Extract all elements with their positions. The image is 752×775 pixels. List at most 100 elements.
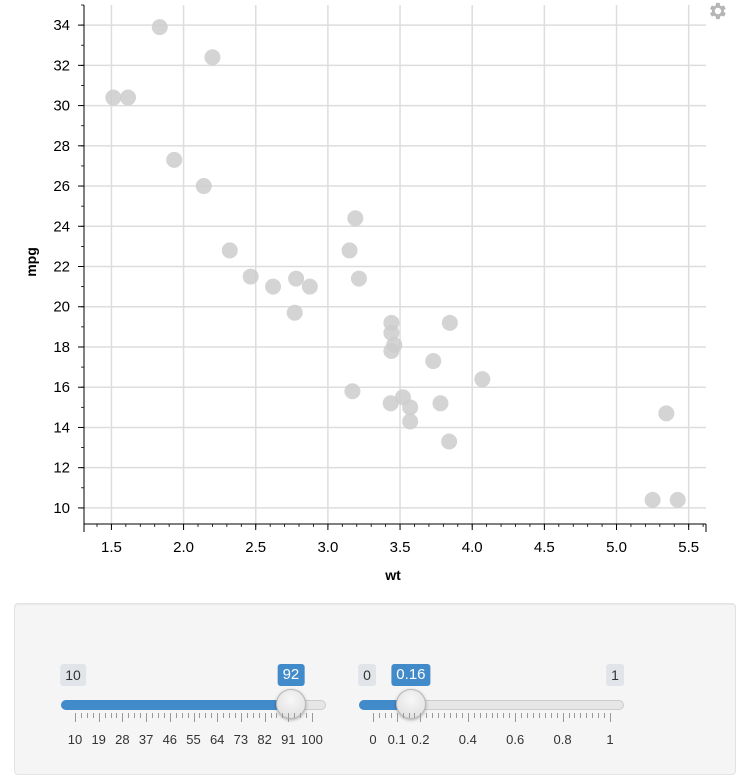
y-tick-label: 10 — [53, 500, 70, 517]
slider-major-tick — [467, 713, 469, 722]
y-tick-label: 22 — [53, 259, 70, 276]
x-tick-label: 1.5 — [101, 539, 122, 556]
y-tick-label: 30 — [53, 98, 70, 115]
slider-tick-label: 0 — [369, 732, 377, 747]
x-tick-label: 4.5 — [534, 539, 555, 556]
x-tick-label: 3.5 — [390, 539, 411, 556]
slider-minor-tick — [461, 713, 463, 718]
slider-minor-tick — [538, 713, 540, 718]
slider-minor-tick — [110, 713, 112, 718]
slider-minor-tick — [187, 713, 189, 718]
slider-tick-label: 10 — [67, 732, 83, 747]
y-tick-label: 14 — [53, 419, 70, 436]
slider-fill — [61, 700, 291, 710]
x-tick-label: 2.5 — [245, 539, 266, 556]
slider-minor-tick — [509, 713, 511, 718]
slider-minor-tick — [450, 713, 452, 718]
scatter-chart: 1.5 2.0 2.5 3.0 3.5 4.0 4.5 5.0 5.5 10 12 14 16 18 20 2… — [23, 4, 707, 583]
slider-handle[interactable] — [275, 689, 306, 719]
slider-major-tick — [193, 713, 195, 722]
y-tick-label: 32 — [53, 57, 70, 74]
data-point — [425, 353, 442, 370]
slider-handle[interactable] — [395, 689, 426, 719]
x-axis-label: wt — [384, 567, 401, 583]
slider-minor-tick — [86, 713, 88, 718]
slider-major-tick — [98, 713, 100, 722]
data-point — [350, 270, 367, 287]
slider-major-tick — [610, 713, 611, 722]
slider-max-label: 1 — [606, 664, 624, 686]
slider-minor-tick — [408, 713, 410, 718]
slider-value-label: 0.16 — [391, 664, 431, 686]
slider-minor-tick — [134, 713, 136, 718]
slider-minor-tick — [175, 713, 177, 718]
data-point — [383, 314, 400, 331]
slider-minor-tick — [592, 713, 594, 718]
data-point — [402, 399, 419, 416]
slider-minor-tick — [128, 713, 130, 718]
slider-minor-tick — [485, 713, 487, 718]
slider-major-tick — [75, 713, 76, 722]
data-point — [301, 278, 318, 295]
slider-major-tick — [169, 713, 171, 722]
x-tick-label: 5.5 — [678, 539, 699, 556]
slider-minor-tick — [556, 713, 558, 718]
slider-minor-tick — [426, 713, 428, 718]
slider-minor-tick — [479, 713, 481, 718]
slider-minor-tick — [532, 713, 534, 718]
slider-minor-tick — [544, 713, 546, 718]
slider-minor-tick — [491, 713, 493, 718]
slider-minor-tick — [276, 713, 278, 718]
slider-major-tick — [420, 713, 422, 722]
y-tick-label: 28 — [53, 138, 70, 155]
slider-tick-label: 64 — [209, 732, 225, 747]
opacity-slider[interactable]: 10 92 10 19 28 37 46 55 64 73 82 91 100 — [60, 604, 326, 754]
slider-major-tick — [264, 713, 266, 722]
y-axis-label: mpg — [23, 247, 39, 277]
data-point — [204, 49, 221, 66]
x-tick-label: 5.0 — [606, 539, 627, 556]
slider-tick-label: 19 — [91, 732, 106, 747]
slider-minor-tick — [444, 713, 446, 718]
data-point — [402, 413, 419, 430]
slider-minor-tick — [402, 713, 404, 718]
data-point — [669, 491, 686, 508]
y-tick-label: 20 — [53, 299, 70, 316]
slider-tick-label: 0.2 — [411, 732, 430, 747]
slider-minor-tick — [580, 713, 582, 718]
y-tick-label: 34 — [53, 17, 70, 34]
slider-minor-tick — [152, 713, 154, 718]
data-point — [242, 268, 259, 285]
data-points — [105, 19, 686, 508]
slider-minor-tick — [234, 713, 236, 718]
slider-minor-tick — [586, 713, 588, 718]
slider-minor-tick — [223, 713, 225, 718]
y-tick-label: 24 — [53, 218, 70, 235]
slider-tick-label: 0.6 — [506, 732, 525, 747]
slider-major-tick — [312, 713, 313, 722]
slider-tick-label: 0.1 — [387, 732, 406, 747]
slider-minor-tick — [294, 713, 296, 718]
slider-minor-tick — [432, 713, 434, 718]
y-tick-label: 26 — [53, 178, 70, 195]
slider-tick-label: 55 — [186, 732, 201, 747]
slider-minor-tick — [384, 713, 386, 718]
slider-min-label: 0 — [358, 664, 376, 686]
slider-minor-tick — [438, 713, 440, 718]
data-point — [344, 383, 361, 400]
slider-major-tick — [217, 713, 219, 722]
slider-minor-tick — [116, 713, 118, 718]
slider-major-tick — [146, 713, 148, 722]
gear-icon[interactable] — [706, 0, 730, 22]
slider-min-label: 10 — [60, 664, 86, 686]
x-tick-label: 2.0 — [173, 539, 194, 556]
x-tick-label: 4.0 — [462, 539, 483, 556]
slider-minor-tick — [205, 713, 207, 718]
slider-minor-tick — [199, 713, 201, 718]
slider-minor-tick — [229, 713, 231, 718]
size-slider[interactable]: 0 0.16 1 0 0.1 0.2 0.4 0.6 0.8 1 — [358, 604, 624, 754]
slider-major-tick — [373, 713, 374, 722]
controls-panel: 10 92 10 19 28 37 46 55 64 73 82 91 100 0 0.16 1 0… — [14, 603, 736, 775]
slider-minor-tick — [246, 713, 248, 718]
data-point — [288, 270, 305, 287]
